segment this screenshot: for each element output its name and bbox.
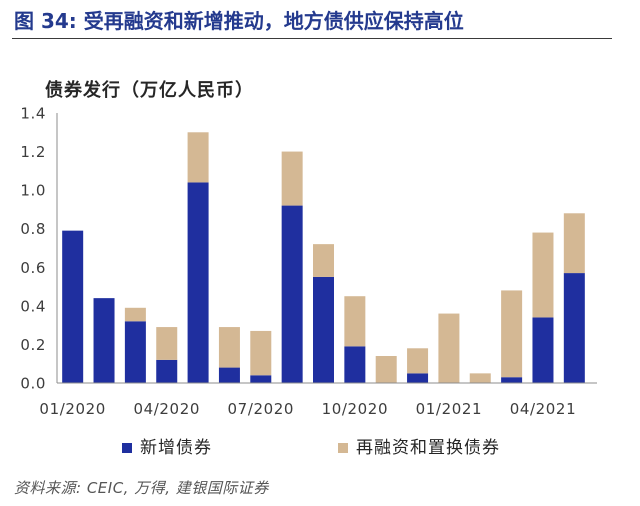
bar-new-issuance [156,359,178,383]
bar-new-issuance [218,367,240,383]
x-tick-labels: 01/2020 04/2020 07/2020 10/2020 01/2021 04/20… [39,400,577,418]
bar-refinancing-replacement [218,327,240,368]
y-tick-label: 0.6 [20,259,46,277]
y-tick-label: 1.0 [20,182,46,200]
bar-refinancing-replacement [156,327,178,360]
x-tick-label: 07/2020 [228,400,295,418]
y-tick-label: 1.2 [20,143,46,161]
bar-new-issuance [532,317,554,383]
legend-label-refinancing-replacement: 再融资和置换债券 [356,438,500,458]
bar-refinancing-replacement [250,330,272,376]
bar-refinancing-replacement [187,132,209,183]
bar-new-issuance [563,273,585,383]
bar-refinancing-replacement [344,296,366,347]
legend-swatch-new-issuance [122,443,132,453]
x-tick-label: 10/2020 [322,400,389,418]
y-tick-label: 0.2 [20,336,46,354]
legend-swatch-refinancing-replacement [338,443,348,453]
bar-refinancing-replacement [407,348,429,374]
y-tick-label: 0.0 [20,375,46,393]
y-axis-title: 债券发行（万亿人民币） [45,80,254,101]
bar-new-issuance [187,182,209,383]
bar-new-issuance [313,276,334,383]
legend-item-refinancing-replacement: 再融资和置换债券 [338,438,500,458]
bar-refinancing-replacement [281,151,303,206]
title-rule [12,38,612,39]
bar-refinancing-replacement [375,356,397,383]
bar-new-issuance [124,321,146,383]
bar-new-issuance [281,205,303,383]
bar-refinancing-replacement [469,373,491,383]
y-tick-labels: 0.0 0.2 0.4 0.6 0.8 1.0 1.2 1.4 [20,105,46,393]
x-tick-label: 04/2020 [133,400,200,418]
bar-refinancing-replacement [438,313,460,383]
figure-title: 图 34: 受再融资和新增推动，地方债供应保持高位 [14,9,464,33]
source-note: 资料来源: CEIC, 万得, 建银国际证券 [14,479,269,497]
legend-item-new-issuance: 新增债券 [122,438,212,458]
bar-refinancing-replacement [124,307,146,322]
bar-refinancing-replacement [313,244,334,277]
x-tick-label: 01/2021 [416,400,483,418]
y-tick-label: 0.4 [20,297,46,315]
bar-new-issuance [250,375,272,383]
x-tick-label: 04/2021 [510,400,577,418]
legend-label-new-issuance: 新增债券 [140,438,212,458]
bar-new-issuance [501,377,523,383]
bar-new-issuance [407,373,429,383]
bar-refinancing-replacement [501,290,523,378]
bar-refinancing-replacement [563,213,585,274]
bars-group [62,132,585,383]
bar-refinancing-replacement [532,232,554,318]
bar-new-issuance [62,230,84,383]
y-tick-label: 0.8 [20,220,46,238]
bar-new-issuance [93,298,115,383]
bar-new-issuance [344,346,366,383]
x-tick-label: 01/2020 [39,400,106,418]
y-tick-label: 1.4 [20,105,46,123]
